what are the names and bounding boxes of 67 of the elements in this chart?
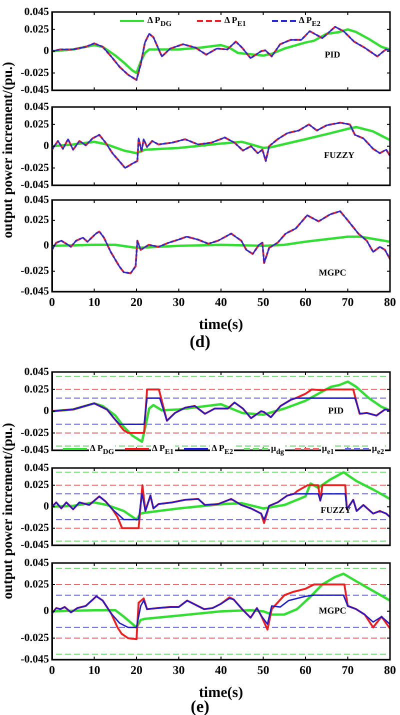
x-tick-label: 20 bbox=[130, 294, 142, 309]
x-tick-label: 70 bbox=[342, 294, 354, 309]
annotation: PID bbox=[324, 49, 341, 60]
legend-label: Δ P$_{E2}$ bbox=[298, 14, 322, 28]
x-tick-label: 80 bbox=[384, 294, 396, 309]
legend-label: μ$_{e1}$ bbox=[320, 442, 336, 456]
y-tick-label: -0.045 bbox=[20, 539, 50, 552]
legend-label: Δ P$_{E2}$ bbox=[210, 442, 234, 456]
y-tick-label: -0.025 bbox=[20, 162, 50, 174]
y-tick-label: 0.025 bbox=[24, 214, 50, 226]
y-tick-label: 0.025 bbox=[24, 383, 50, 396]
x-tick-label: 50 bbox=[257, 294, 270, 309]
y-tick-label: -0.025 bbox=[20, 426, 50, 439]
line-series bbox=[52, 122, 390, 169]
legend-label: Δ P$_{E1}$ bbox=[150, 442, 175, 456]
x-tick-label: 20 bbox=[130, 662, 142, 677]
annotation: FUZZY bbox=[324, 150, 356, 160]
y-tick-label: -0.025 bbox=[20, 265, 50, 278]
legend-label: Δ P$_{DG}$ bbox=[146, 14, 173, 28]
y-tick-label: 0.025 bbox=[24, 578, 50, 590]
y-tick-label: -0.025 bbox=[20, 522, 50, 534]
y-tick-label: 0.045 bbox=[24, 462, 50, 474]
legend-label: μ$_{dg}$ bbox=[270, 442, 285, 456]
y-tick-label: 0 bbox=[44, 500, 50, 513]
y-axis-title: output power increment/(pu.) bbox=[1, 62, 17, 238]
x-tick-label: 60 bbox=[300, 662, 312, 677]
legend-label: Δ P$_{E1}$ bbox=[223, 14, 248, 28]
y-tick-label: 0.045 bbox=[24, 556, 50, 569]
y-tick-label: -0.025 bbox=[20, 632, 50, 644]
y-tick-label: 0.045 bbox=[24, 194, 50, 206]
x-tick-label: 70 bbox=[342, 662, 354, 677]
y-tick-label: 0 bbox=[44, 240, 50, 252]
x-tick-label: 30 bbox=[172, 662, 185, 677]
y-tick-label: 0.045 bbox=[24, 100, 50, 113]
y-tick-label: -0.045 bbox=[20, 285, 50, 298]
x-tick-label: 80 bbox=[384, 662, 396, 677]
y-tick-label: 0.045 bbox=[24, 366, 50, 378]
x-axis-title: time(s) bbox=[198, 684, 244, 701]
annotation: PID bbox=[328, 406, 344, 416]
y-tick-label: 0.025 bbox=[24, 23, 50, 36]
x-axis-title: time(s) bbox=[198, 316, 244, 333]
annotation: MGPC bbox=[318, 606, 346, 616]
x-tick-label: 40 bbox=[215, 294, 227, 309]
y-tick-label: -0.045 bbox=[20, 653, 50, 666]
legend-label: μ$_{e2}$ bbox=[370, 442, 386, 456]
y-tick-label: 0 bbox=[44, 45, 50, 58]
y-tick-label: 0 bbox=[44, 605, 50, 618]
y-tick-label: -0.045 bbox=[20, 84, 50, 96]
y-tick-label: 0.025 bbox=[24, 479, 50, 492]
y-tick-label: -0.045 bbox=[20, 179, 50, 192]
y-tick-label: -0.025 bbox=[20, 66, 50, 79]
y-tick-label: 0.045 bbox=[24, 6, 50, 18]
y-tick-label: 0.025 bbox=[24, 118, 50, 130]
annotation: MGPC bbox=[318, 268, 346, 278]
y-axis-title: output power increment/(pu.) bbox=[1, 422, 17, 599]
x-tick-label: 30 bbox=[172, 294, 185, 309]
legend-label: Δ P$_{DG}$ bbox=[88, 442, 116, 456]
y-tick-label: -0.045 bbox=[20, 444, 50, 456]
annotation: FUZZY bbox=[320, 504, 352, 515]
y-tick-label: 0 bbox=[44, 140, 50, 152]
y-tick-label: 0 bbox=[44, 405, 50, 418]
text: (d) bbox=[188, 332, 210, 352]
x-tick-label: 50 bbox=[257, 662, 270, 677]
x-tick-label: 10 bbox=[88, 662, 100, 677]
x-tick-label: 60 bbox=[300, 294, 312, 309]
x-tick-label: 40 bbox=[215, 662, 227, 677]
x-tick-label: 10 bbox=[88, 294, 100, 309]
